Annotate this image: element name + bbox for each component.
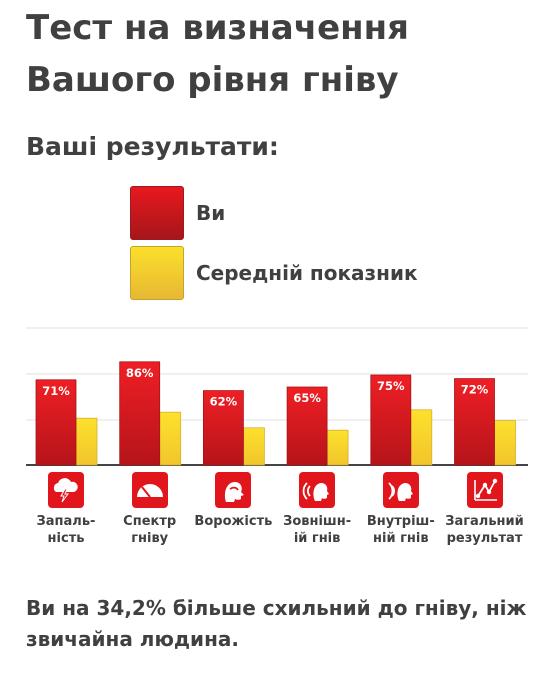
bar-value-label: 86% bbox=[126, 366, 154, 380]
bar-average bbox=[75, 417, 98, 466]
bar-you bbox=[286, 386, 328, 466]
legend-item-you: Ви bbox=[130, 186, 225, 240]
bar-value-label: 65% bbox=[293, 391, 321, 405]
legend-label-you: Ви bbox=[196, 201, 226, 225]
hostile-face-icon bbox=[215, 472, 252, 508]
category-label: Запаль- ність bbox=[36, 514, 96, 546]
category-label: Зовнішн- ій гнів bbox=[283, 514, 352, 546]
bar-average bbox=[494, 420, 516, 466]
cloud-lightning-icon bbox=[48, 472, 84, 508]
bar-you bbox=[119, 361, 161, 466]
legend-label-average: Середній показник bbox=[196, 261, 418, 285]
bar-chart: 71% 86% 62% 65% 75% 72% bbox=[26, 327, 528, 466]
bar-value-label: 75% bbox=[377, 379, 405, 393]
bar-average bbox=[242, 427, 265, 466]
legend-swatch-average bbox=[130, 246, 184, 300]
inward-sound-icon bbox=[382, 472, 419, 508]
legend-swatch-you bbox=[130, 186, 184, 240]
result-summary: Ви на 34,2% більше схильний до гніву, ні… bbox=[26, 596, 527, 651]
bar-value-label: 71% bbox=[42, 384, 70, 398]
category-label: Внутріш- ній гнів bbox=[366, 514, 435, 546]
category-label: Ворожість bbox=[194, 514, 273, 529]
results-heading: Ваші результати: bbox=[26, 132, 279, 161]
bar-average bbox=[410, 409, 433, 466]
bar-average bbox=[159, 411, 182, 466]
outward-sound-icon bbox=[299, 472, 336, 508]
bar-value-label: 72% bbox=[461, 383, 489, 397]
anger-gauge-icon bbox=[131, 472, 168, 508]
page-title: Тест на визначення Вашого рівня гніву bbox=[26, 8, 409, 100]
bar-you bbox=[454, 378, 495, 466]
bar-you bbox=[202, 390, 244, 466]
bar-you bbox=[370, 374, 412, 466]
bar-value-label: 62% bbox=[210, 395, 238, 409]
category-label: Загальний результат bbox=[445, 514, 524, 546]
category-label: Спектр гніву bbox=[123, 514, 177, 546]
legend-item-average: Середній показник bbox=[130, 246, 418, 300]
bar-average bbox=[326, 429, 349, 466]
result-graph-icon bbox=[466, 472, 503, 508]
bar-you bbox=[35, 379, 77, 466]
